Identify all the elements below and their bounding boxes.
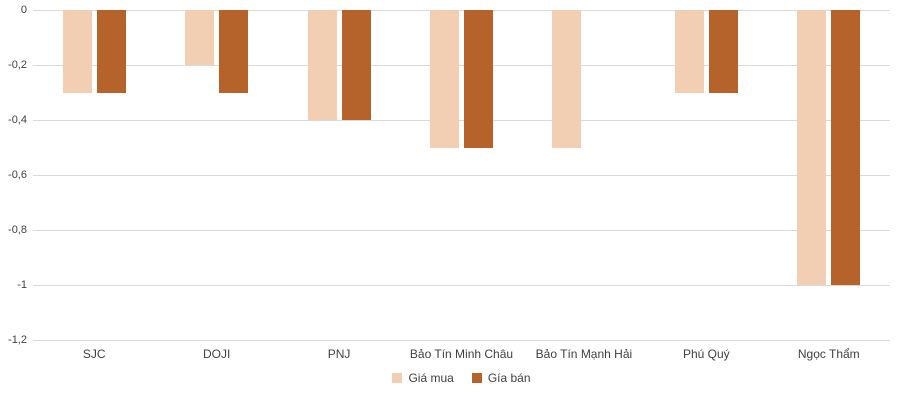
bar-gia-ban-1 bbox=[219, 10, 249, 93]
legend-item-gia-ban: Gía bán bbox=[471, 371, 531, 385]
y-axis-tick-label: -1 bbox=[17, 279, 27, 291]
y-axis-tick-label: -0,6 bbox=[8, 169, 27, 181]
y-axis-tick-label: -0,2 bbox=[8, 59, 27, 71]
y-axis-tick-label: -0,8 bbox=[8, 224, 27, 236]
y-axis-tick-label: -1,2 bbox=[8, 334, 27, 346]
bars-layer bbox=[33, 10, 890, 340]
gridline bbox=[33, 120, 890, 121]
legend-item-gia-mua: Giá mua bbox=[392, 371, 454, 385]
gridline bbox=[33, 175, 890, 176]
x-axis-category-label: Bảo Tín Mạnh Hải bbox=[535, 347, 633, 361]
bar-gia-mua-5 bbox=[674, 10, 704, 93]
y-axis-tick-label: 0 bbox=[20, 4, 27, 16]
gridline bbox=[33, 340, 890, 341]
bar-gia-mua-6 bbox=[797, 10, 827, 285]
y-axis: 0 -0,2 -0,4 -0,6 -0,8 -1 -1,2 bbox=[0, 0, 27, 403]
x-axis-category-label: SJC bbox=[82, 347, 106, 361]
x-axis-category-label: DOJI bbox=[202, 347, 231, 361]
gridline bbox=[33, 285, 890, 286]
bar-gia-ban-0 bbox=[96, 10, 126, 93]
legend-swatch-gia-ban bbox=[471, 373, 482, 383]
bar-gia-ban-5 bbox=[708, 10, 738, 93]
bar-gia-mua-2 bbox=[307, 10, 337, 120]
gridline bbox=[33, 230, 890, 231]
gridline bbox=[33, 65, 890, 66]
bar-gia-mua-4 bbox=[552, 10, 582, 148]
bar-gia-ban-2 bbox=[341, 10, 371, 120]
x-axis-category-label: Ngọc Thẩm bbox=[797, 347, 860, 361]
legend: Giá mua Gía bán bbox=[33, 371, 890, 385]
legend-label: Giá mua bbox=[408, 371, 454, 385]
bar-gia-ban-3 bbox=[464, 10, 493, 148]
bar-gia-mua-3 bbox=[430, 10, 459, 148]
y-axis-tick-label: -0,4 bbox=[8, 114, 27, 126]
legend-label: Gía bán bbox=[487, 371, 531, 385]
x-axis: SJC DOJI PNJ Bảo Tín Minh Châu Bảo Tín Mạnh … bbox=[33, 347, 890, 363]
gridlines-layer bbox=[33, 10, 890, 341]
plot-area bbox=[33, 10, 890, 341]
legend-swatch-gia-mua bbox=[392, 373, 403, 383]
x-axis-category-label: PNJ bbox=[327, 347, 351, 361]
bar-gia-mua-1 bbox=[185, 10, 215, 65]
x-axis-category-label: Bảo Tín Minh Châu bbox=[409, 347, 514, 361]
x-axis-category-label: Phú Quý bbox=[682, 347, 730, 361]
bar-gia-ban-6 bbox=[831, 10, 861, 285]
gridline bbox=[33, 10, 890, 11]
bar-gia-mua-0 bbox=[62, 10, 92, 93]
